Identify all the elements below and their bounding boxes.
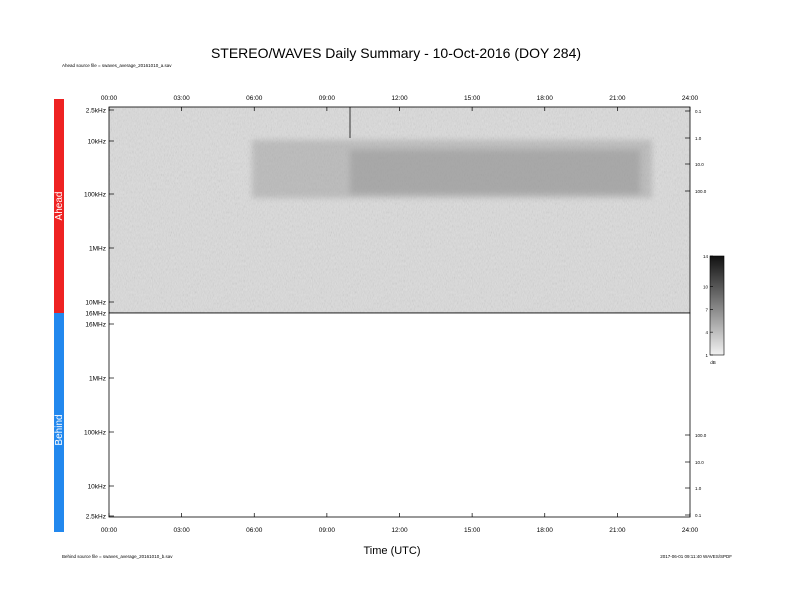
y-tick-label: 100kHz [84, 429, 106, 436]
chart-title: STEREO/WAVES Daily Summary - 10-Oct-2016… [211, 45, 581, 61]
y-tick-label: 2.5kHz [86, 513, 106, 520]
x-axis-label: Time (UTC) [363, 545, 420, 557]
right-tick-label: 0.1 [695, 513, 702, 518]
behind-panel-label: Behind [54, 414, 65, 445]
colorbar-axis: 14 10 7 4 1 [703, 254, 713, 358]
colorbar-unit: dB [710, 360, 716, 365]
x-tick-label: 18:00 [537, 527, 554, 534]
behind-side-bar [54, 313, 64, 532]
x-tick-label: 06:00 [246, 95, 263, 102]
y-tick-label: 2.5kHz [86, 107, 106, 114]
y-tick-label: 16MHz [85, 321, 106, 328]
right-tick-label: 1.0 [695, 136, 702, 141]
x-tick-label: 15:00 [464, 95, 481, 102]
x-tick-label: 06:00 [246, 527, 263, 534]
x-tick-label: 09:00 [319, 95, 336, 102]
y-tick-label: 1MHz [89, 245, 106, 252]
colorbar-tick-label: 10 [703, 284, 709, 289]
ahead-enhanced-region-core [350, 150, 640, 194]
x-axis-top: 00:00 03:00 06:00 09:00 12:00 15:00 18:00 21:00… [101, 95, 699, 111]
x-tick-label: 12:00 [391, 527, 408, 534]
x-tick-label: 03:00 [173, 527, 190, 534]
x-tick-label: 00:00 [101, 527, 118, 534]
behind-panel: 16MHz 1MHz 100kHz 10kHz 2.5kHz 100.0 10.0 1.0 0… [84, 312, 707, 520]
x-tick-label: 03:00 [173, 95, 190, 102]
y-tick-label: 10MHz [85, 299, 106, 306]
x-tick-label: 09:00 [319, 527, 336, 534]
footer-timestamp: 2017-06-01 09:11:40 WAVES/SPDF [660, 554, 732, 559]
behind-panel-frame [108, 312, 691, 518]
x-tick-label: 15:00 [464, 527, 481, 534]
colorbar-tick-label: 1 [705, 353, 708, 358]
ahead-spectrogram-noise [109, 107, 690, 313]
colorbar: 14 10 7 4 1 dB [703, 254, 725, 365]
ahead-side-bar [54, 99, 64, 313]
right-tick-label: 1.0 [695, 486, 702, 491]
ahead-y-axis: 2.5kHz 10kHz 100kHz 1MHz 10MHz 16MHz [84, 107, 114, 317]
y-tick-label: 10kHz [88, 138, 106, 145]
x-tick-label: 21:00 [609, 95, 626, 102]
x-tick-label: 12:00 [391, 95, 408, 102]
ahead-panel: 2.5kHz 10kHz 100kHz 1MHz 10MHz 16MHz 0.1 1.0 10… [84, 106, 707, 317]
behind-right-axis: 100.0 10.0 1.0 0.1 [685, 433, 707, 518]
ahead-source-file: Ahead source file = swaves_average_20161… [62, 63, 172, 68]
y-tick-label: 100kHz [84, 191, 106, 198]
right-tick-label: 10.0 [695, 460, 704, 465]
x-tick-label: 18:00 [537, 95, 554, 102]
x-tick-label: 24:00 [682, 95, 699, 102]
right-tick-label: 100.0 [695, 433, 707, 438]
right-tick-label: 100.0 [695, 189, 707, 194]
colorbar-tick-label: 7 [705, 307, 708, 312]
ahead-panel-label: Ahead [54, 192, 65, 221]
right-tick-label: 10.0 [695, 162, 704, 167]
x-tick-label: 00:00 [101, 95, 118, 102]
y-tick-label: 1MHz [89, 375, 106, 382]
colorbar-tick-label: 4 [705, 330, 708, 335]
y-tick-label: 10kHz [88, 483, 106, 490]
x-tick-label: 21:00 [609, 527, 626, 534]
x-axis-bottom: 00:00 03:00 06:00 09:00 12:00 15:00 18:00 21:00… [101, 513, 699, 534]
x-tick-label: 24:00 [682, 527, 699, 534]
colorbar-gradient [709, 255, 725, 356]
ahead-right-axis: 0.1 1.0 10.0 100.0 [685, 109, 707, 194]
colorbar-tick-label: 14 [703, 254, 709, 259]
behind-y-axis: 16MHz 1MHz 100kHz 10kHz 2.5kHz [84, 321, 114, 520]
right-tick-label: 0.1 [695, 109, 702, 114]
behind-source-file: Behind source file = swaves_average_2016… [62, 554, 173, 559]
y-tick-label: 16MHz [85, 310, 106, 317]
